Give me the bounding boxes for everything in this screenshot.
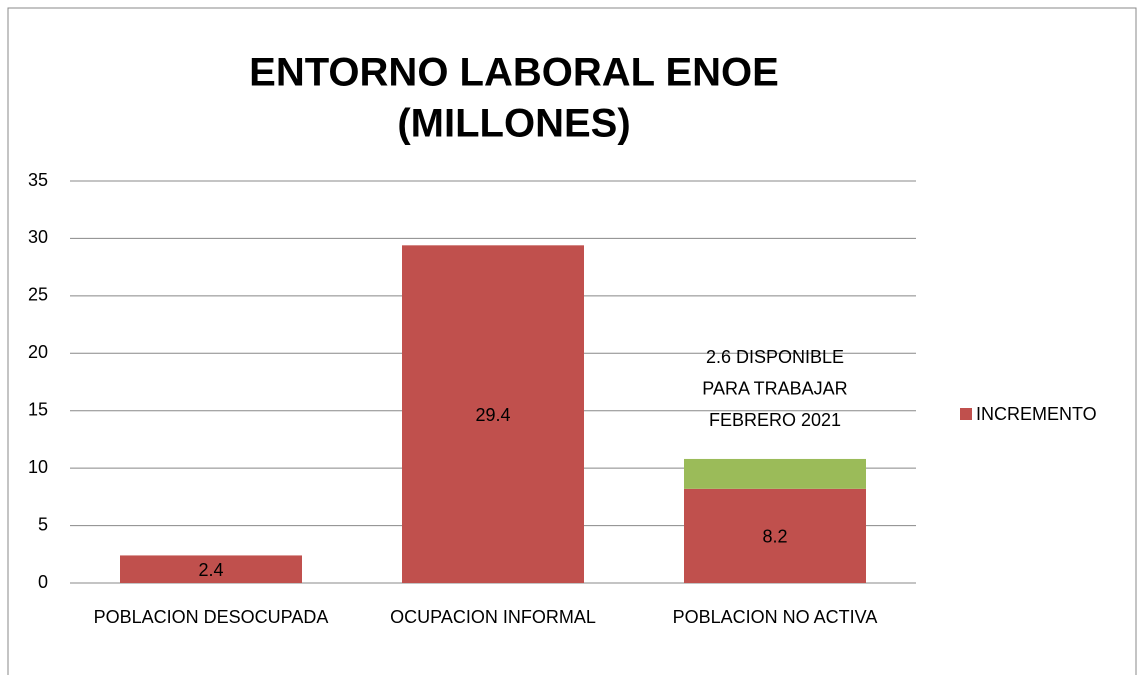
chart-title: (MILLONES) — [397, 102, 630, 146]
y-tick-label: 35 — [28, 170, 48, 190]
annotation: PARA TRABAJAR — [702, 378, 847, 398]
chart-frame — [7, 7, 1137, 675]
legend-swatch — [960, 408, 972, 420]
y-tick-label: 15 — [28, 399, 48, 419]
annotation: 2.6 DISPONIBLE — [706, 347, 844, 367]
x-tick-label: POBLACION DESOCUPADA — [93, 607, 329, 627]
y-tick-label: 0 — [38, 572, 48, 592]
x-tick-label: OCUPACION INFORMAL — [390, 607, 596, 627]
annotation: FEBRERO 2021 — [709, 410, 841, 430]
data-label: 29.4 — [475, 405, 510, 425]
bar-segment — [684, 488, 866, 583]
chart-title: ENTORNO LABORAL ENOE — [249, 51, 779, 95]
legend-label: INCREMENTO — [976, 404, 1097, 424]
x-tick-label: POBLACION NO ACTIVA — [672, 607, 878, 627]
data-label: 8.2 — [762, 527, 787, 547]
y-tick-label: 25 — [28, 285, 48, 305]
y-tick-label: 10 — [28, 457, 48, 477]
y-tick-label: 20 — [28, 342, 48, 362]
bar-segment — [684, 458, 866, 489]
data-label: 2.4 — [198, 560, 223, 580]
bar-segment — [120, 555, 302, 583]
y-tick-label: 30 — [28, 227, 48, 247]
bar-segment — [402, 245, 584, 583]
y-tick-label: 5 — [38, 514, 48, 534]
